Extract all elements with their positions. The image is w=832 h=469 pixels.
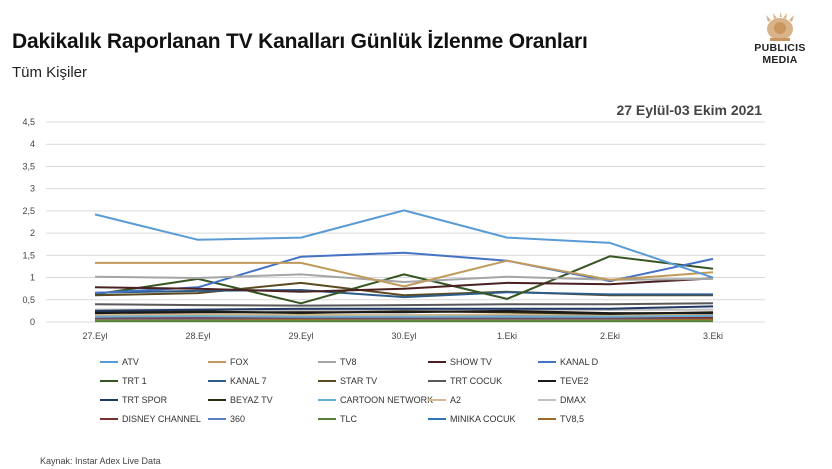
legend-swatch <box>100 380 118 382</box>
legend-swatch <box>318 399 336 401</box>
legend-label: DMAX <box>560 395 587 405</box>
legend-swatch <box>538 361 556 363</box>
legend-label: MINIKA COCUK <box>450 414 516 424</box>
x-tick-label: 1.Eki <box>497 331 517 341</box>
legend-swatch <box>100 418 118 420</box>
legend-item: MINIKA COCUK <box>428 414 516 424</box>
x-axis-ticks: 27.Eyl 28.Eyl 29.Eyl 30.Eyl 1.Eki 2.Eki 3.Eki <box>82 331 723 341</box>
publicis-media-logo: PUBLICIS MEDIA <box>740 12 820 72</box>
legend-item: STAR TV <box>318 376 377 386</box>
y-tick-label: 0,5 <box>22 295 35 305</box>
legend-item: SHOW TV <box>428 357 492 367</box>
y-tick-label: 3,5 <box>22 161 35 171</box>
legend-swatch <box>208 399 226 401</box>
legend-label: ATV <box>122 357 139 367</box>
series-line-kanal-d <box>94 251 714 295</box>
y-tick-label: 1 <box>30 273 35 283</box>
legend-item: TRT 1 <box>100 376 147 386</box>
legend-label: TV8 <box>340 357 357 367</box>
legend-item: CARTOON NETWORK <box>318 395 433 405</box>
legend-label: SHOW TV <box>450 357 492 367</box>
series-line-teve2 <box>94 309 713 315</box>
chart-subtitle: Tüm Kişiler <box>12 64 88 81</box>
x-tick-label: 3.Eki <box>703 331 723 341</box>
y-tick-label: 4 <box>30 139 35 149</box>
legend-item: DISNEY CHANNEL <box>100 414 201 424</box>
legend-swatch <box>208 361 226 363</box>
y-tick-label: 0 <box>30 317 35 327</box>
legend-item: TV8 <box>318 357 357 367</box>
legend-label: TRT SPOR <box>122 395 168 405</box>
legend-swatch <box>428 399 446 401</box>
legend-label: CARTOON NETWORK <box>340 395 434 405</box>
legend-label: STAR TV <box>340 376 378 386</box>
legend-item: FOX <box>208 357 249 367</box>
y-tick-label: 1,5 <box>22 250 35 260</box>
legend-swatch <box>428 361 446 363</box>
legend-label: 360 <box>230 414 246 424</box>
source-note: Kaynak: Instar Adex Live Data <box>40 456 161 466</box>
legend-swatch <box>208 418 226 420</box>
x-tick-label: 29.Eyl <box>288 331 313 341</box>
legend-swatch <box>318 361 336 363</box>
x-tick-label: 2.Eki <box>600 331 620 341</box>
legend-swatch <box>538 380 556 382</box>
legend-swatch <box>428 418 446 420</box>
series-line-trt-spor <box>94 305 714 312</box>
legend-swatch <box>538 399 556 401</box>
legend-label: FOX <box>230 357 249 367</box>
legend-item: KANAL D <box>538 357 598 367</box>
date-range: 27 Eylül-03 Ekim 2021 <box>616 102 762 118</box>
legend-label: BEYAZ TV <box>230 395 273 405</box>
legend-item: TRT COCUK <box>428 376 502 386</box>
series-lines <box>94 209 714 323</box>
legend-swatch <box>100 361 118 363</box>
lion-emblem-icon <box>766 12 794 41</box>
y-tick-label: 4,5 <box>22 117 35 127</box>
legend-label: A2 <box>450 395 462 405</box>
legend-label: KANAL 7 <box>230 376 267 386</box>
legend-swatch <box>318 418 336 420</box>
series-line-show-tv <box>94 277 714 293</box>
legend-swatch <box>428 380 446 382</box>
legend-label: TEVE2 <box>560 376 589 386</box>
x-tick-label: 28.Eyl <box>185 331 210 341</box>
x-tick-label: 27.Eyl <box>82 331 107 341</box>
legend-swatch <box>318 380 336 382</box>
legend-label: TRT COCUK <box>450 376 503 386</box>
series-line-kanal-7 <box>94 289 713 299</box>
chart-title: Dakikalık Raporlanan TV Kanalları Günlük… <box>12 30 588 53</box>
legend-item: 360 <box>208 414 245 424</box>
legend-item: BEYAZ TV <box>208 395 273 405</box>
x-tick-label: 30.Eyl <box>391 331 416 341</box>
legend-item: KANAL 7 <box>208 376 267 386</box>
legend-item: A2 <box>428 395 461 405</box>
legend-label: DISNEY CHANNEL <box>122 414 201 424</box>
legend-item: DMAX <box>538 395 586 405</box>
legend-item: TV8,5 <box>538 414 584 424</box>
legend-item: TRT SPOR <box>100 395 167 405</box>
series-line-cartoon-network <box>94 314 714 318</box>
logo-line-2: MEDIA <box>762 54 798 66</box>
legend-label: KANAL D <box>560 357 599 367</box>
series-line-atv <box>94 209 714 279</box>
legend-swatch <box>100 399 118 401</box>
legend-label: TRT 1 <box>122 376 147 386</box>
y-tick-label: 3 <box>30 184 35 194</box>
legend-item: ATV <box>100 357 139 367</box>
legend-item: TEVE2 <box>538 376 589 386</box>
y-tick-label: 2,5 <box>22 206 35 216</box>
legend-swatch <box>538 418 556 420</box>
y-tick-label: 2 <box>30 228 35 238</box>
y-axis-ticks: 0 0,5 1 1,5 2 2,5 3 3,5 4 4,5 <box>22 117 35 327</box>
legend-item: TLC <box>318 414 357 424</box>
legend-label: TLC <box>340 414 358 424</box>
legend-swatch <box>208 380 226 382</box>
legend-label: TV8,5 <box>560 414 585 424</box>
logo-line-1: PUBLICIS <box>754 42 806 54</box>
series-line-fox <box>95 259 714 288</box>
series-line-trt-cocuk <box>94 302 714 307</box>
